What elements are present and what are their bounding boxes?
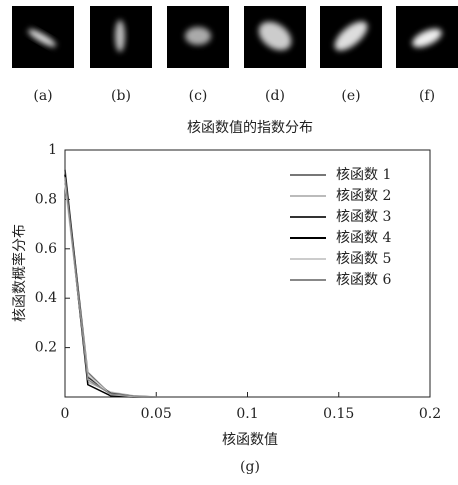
caption: (g) <box>240 459 260 475</box>
y-tick-label: 0.6 <box>35 241 57 257</box>
y-tick-label: 0.2 <box>35 340 57 356</box>
x-tick-label: 0.1 <box>236 406 258 422</box>
panel-label: (d) <box>265 88 285 104</box>
legend-label: 核函数 6 <box>336 272 391 288</box>
legend-label: 核函数 4 <box>336 230 391 246</box>
y-tick-label: 0.4 <box>35 290 57 306</box>
panel-label: (b) <box>111 88 131 104</box>
y-tick-label: 1 <box>48 142 57 158</box>
panel-label: (f) <box>419 88 435 104</box>
legend-label: 核函数 1 <box>336 167 391 183</box>
legend-label: 核函数 5 <box>336 251 391 267</box>
legend-label: 核函数 3 <box>336 209 391 225</box>
x-tick-label: 0.2 <box>419 406 441 422</box>
x-tick-label: 0 <box>61 406 70 422</box>
x-tick-label: 0.15 <box>323 406 354 422</box>
series-line <box>65 170 156 397</box>
panel-images <box>12 6 458 68</box>
panel-label: (e) <box>341 88 360 104</box>
panel-label: (a) <box>33 88 52 104</box>
image-blob <box>185 27 211 45</box>
series-line <box>65 175 156 397</box>
series-line <box>65 175 156 397</box>
image-blob <box>115 20 125 52</box>
chart-title: 核函数值的指数分布 <box>187 120 313 136</box>
figure: (a) (b) (c) (d) (e) (f) 核函数值的指数分布 核函数值 核… <box>0 0 458 481</box>
legend-label: 核函数 2 <box>336 188 391 204</box>
x-tick-label: 0.05 <box>141 406 172 422</box>
x-axis-label: 核函数值 <box>222 432 278 448</box>
y-axis-label: 核函数概率分布 <box>11 224 28 322</box>
panel-label: (c) <box>189 88 208 104</box>
y-tick-label: 0.8 <box>35 191 57 207</box>
